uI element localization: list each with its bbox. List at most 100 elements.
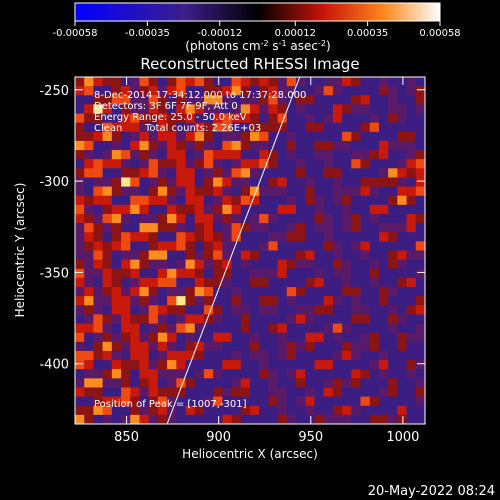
heatmap-cell [84,150,95,160]
heatmap-cell [102,177,113,188]
heatmap-cell [185,232,196,242]
heatmap-cell [332,277,343,288]
y-axis-label: Heliocentric Y (arcsec) [13,183,27,318]
heatmap-cell [250,405,260,416]
heatmap-cell [259,232,270,242]
heatmap-cell [259,223,270,233]
heatmap-cell [305,341,316,352]
heatmap-cell [268,86,279,96]
heatmap-cell [176,360,187,370]
heatmap-cell [250,378,260,389]
heatmap-cell [167,305,177,316]
heatmap-cell [397,387,408,398]
heatmap-cell [176,341,187,352]
heatmap-cell [231,414,242,424]
heatmap-cell [286,396,297,407]
heatmap-cell [84,131,95,142]
heatmap-cell [130,232,141,242]
heatmap-cell [360,287,371,297]
heatmap-cell [305,396,316,407]
heatmap-cell [369,277,380,288]
heatmap-cell [93,277,104,288]
heatmap-cell [213,314,223,325]
heatmap-cell [415,150,425,160]
heatmap-cell [397,332,408,343]
heatmap-cell [406,341,417,352]
heatmap-cell [203,241,214,252]
heatmap-cell [75,396,85,407]
heatmap-cell [167,396,177,407]
heatmap-cell [93,305,104,316]
heatmap-cell [286,259,297,270]
heatmap-cell [157,122,168,133]
heatmap-cell [286,223,297,233]
heatmap-cell [378,323,389,334]
heatmap-cell [397,414,408,424]
heatmap-cell [139,223,150,233]
heatmap-cell [84,360,95,370]
heatmap-cell [277,77,288,87]
heatmap-cell [75,122,85,133]
heatmap-cell [360,168,371,179]
heatmap-cell [415,314,425,325]
heatmap-cell [268,414,279,424]
x-axis-ticks: 850 900 950 1000 [114,77,419,445]
heatmap-cell [406,204,417,215]
heatmap-cell [415,113,425,124]
heatmap-cell [268,77,279,87]
heatmap-cell [93,150,104,160]
heatmap-cell [213,113,223,124]
heatmap-cell [176,95,187,105]
heatmap-cell [369,213,380,224]
heatmap-cell [305,140,316,151]
heatmap-cell [84,323,95,334]
colorbar-gradient [74,2,441,22]
heatmap-cell [222,213,233,224]
heatmap-cell [139,213,150,224]
heatmap-cell [194,287,205,297]
heatmap-cell [388,232,398,242]
heatmap-cell [296,396,306,407]
heatmap-cell [369,86,380,96]
heatmap-cell [259,104,270,115]
heatmap-cell [388,177,398,188]
heatmap-cell [305,414,316,424]
heatmap-cell [286,287,297,297]
heatmap-cell [102,360,113,370]
heatmap-cell [222,387,233,398]
heatmap-cell [415,277,425,288]
heatmap-cell [222,204,233,215]
heatmap-cell [139,314,150,325]
heatmap-cell [167,113,177,124]
heatmap-cell [148,405,159,416]
heatmap-cell [388,259,398,270]
heatmap-cell [130,213,141,224]
heatmap-cell [369,287,380,297]
heatmap-cell [378,369,389,379]
heatmap-cell [185,241,196,252]
heatmap-cell [93,287,104,297]
heatmap-cell [314,241,325,252]
heatmap-cell [277,314,288,325]
heatmap-cell [194,104,205,115]
heatmap-cell [111,131,122,142]
heatmap-cell [222,140,233,151]
heatmap-cell [332,168,343,179]
heatmap-cell [314,232,325,242]
heatmap-cell [296,332,306,343]
heatmap-cell [250,314,260,325]
heatmap-cell [296,405,306,416]
heatmap-cell [121,332,131,343]
heatmap-cell [194,195,205,206]
heatmap-cell [406,131,417,142]
heatmap-cell [406,396,417,407]
heatmap-cell [250,414,260,424]
heatmap-cell [93,414,104,424]
heatmap-cell [222,405,233,416]
heatmap-cell [314,305,325,316]
heatmap-cell [397,95,408,105]
heatmap-cell [415,259,425,270]
heatmap-cell [231,232,242,242]
heatmap-cell [406,77,417,87]
heatmap-cell [369,314,380,325]
